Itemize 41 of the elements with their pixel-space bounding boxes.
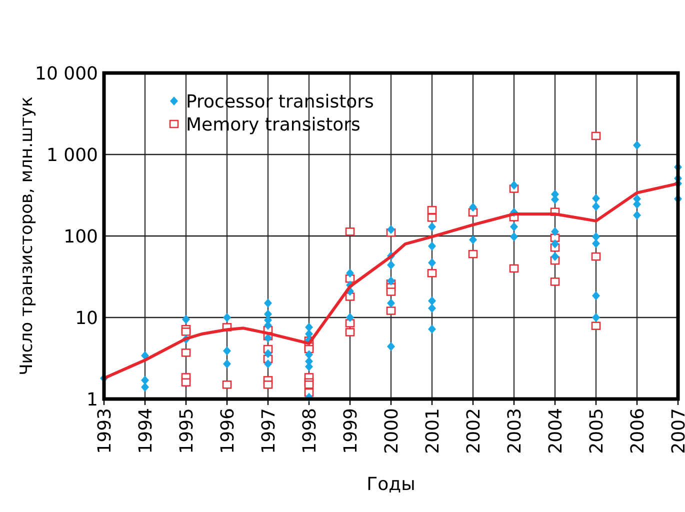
point	[591, 322, 601, 330]
x-tick-label: 2007	[668, 408, 685, 454]
point	[181, 328, 191, 336]
x-axis-title: Годы	[366, 474, 416, 495]
point	[304, 380, 314, 389]
x-tick-label: 2001	[422, 408, 444, 454]
y-axis-title: Число транзисторов, млн.штук	[17, 96, 37, 376]
x-tick-label: 1998	[299, 408, 320, 454]
x-tick-label: 2003	[504, 408, 526, 454]
point	[509, 264, 519, 273]
point	[550, 278, 560, 286]
point	[591, 132, 601, 140]
x-tick-label: 2004	[545, 408, 566, 454]
x-tick-label: 1995	[176, 408, 198, 454]
point	[427, 269, 437, 278]
point	[345, 228, 355, 236]
point	[345, 328, 355, 336]
point	[263, 380, 273, 389]
x-tick-label: 2005	[586, 408, 608, 454]
x-tick-label: 1996	[217, 408, 238, 454]
x-tick-label: 1997	[258, 408, 280, 454]
point	[427, 213, 437, 222]
point	[386, 306, 396, 315]
x-tick-label: 2006	[627, 408, 648, 454]
x-tick-label: 2000	[381, 408, 402, 454]
y-tick-label: 10	[75, 308, 98, 329]
x-tick-label: 2002	[463, 408, 484, 454]
point	[222, 380, 232, 389]
point	[386, 288, 396, 296]
x-tick-label: 1999	[340, 408, 362, 454]
y-tick-label: 1	[86, 389, 98, 410]
y-tick-label: 10 000	[35, 63, 98, 84]
y-tick-label: 1 000	[46, 144, 98, 166]
point	[591, 252, 601, 261]
point	[345, 319, 355, 328]
point	[181, 378, 191, 387]
y-tick-label: 100	[64, 226, 98, 248]
point	[181, 348, 191, 357]
x-tick-label: 1993	[94, 408, 116, 454]
point	[468, 250, 478, 258]
x-tick-label: 1994	[135, 408, 156, 454]
